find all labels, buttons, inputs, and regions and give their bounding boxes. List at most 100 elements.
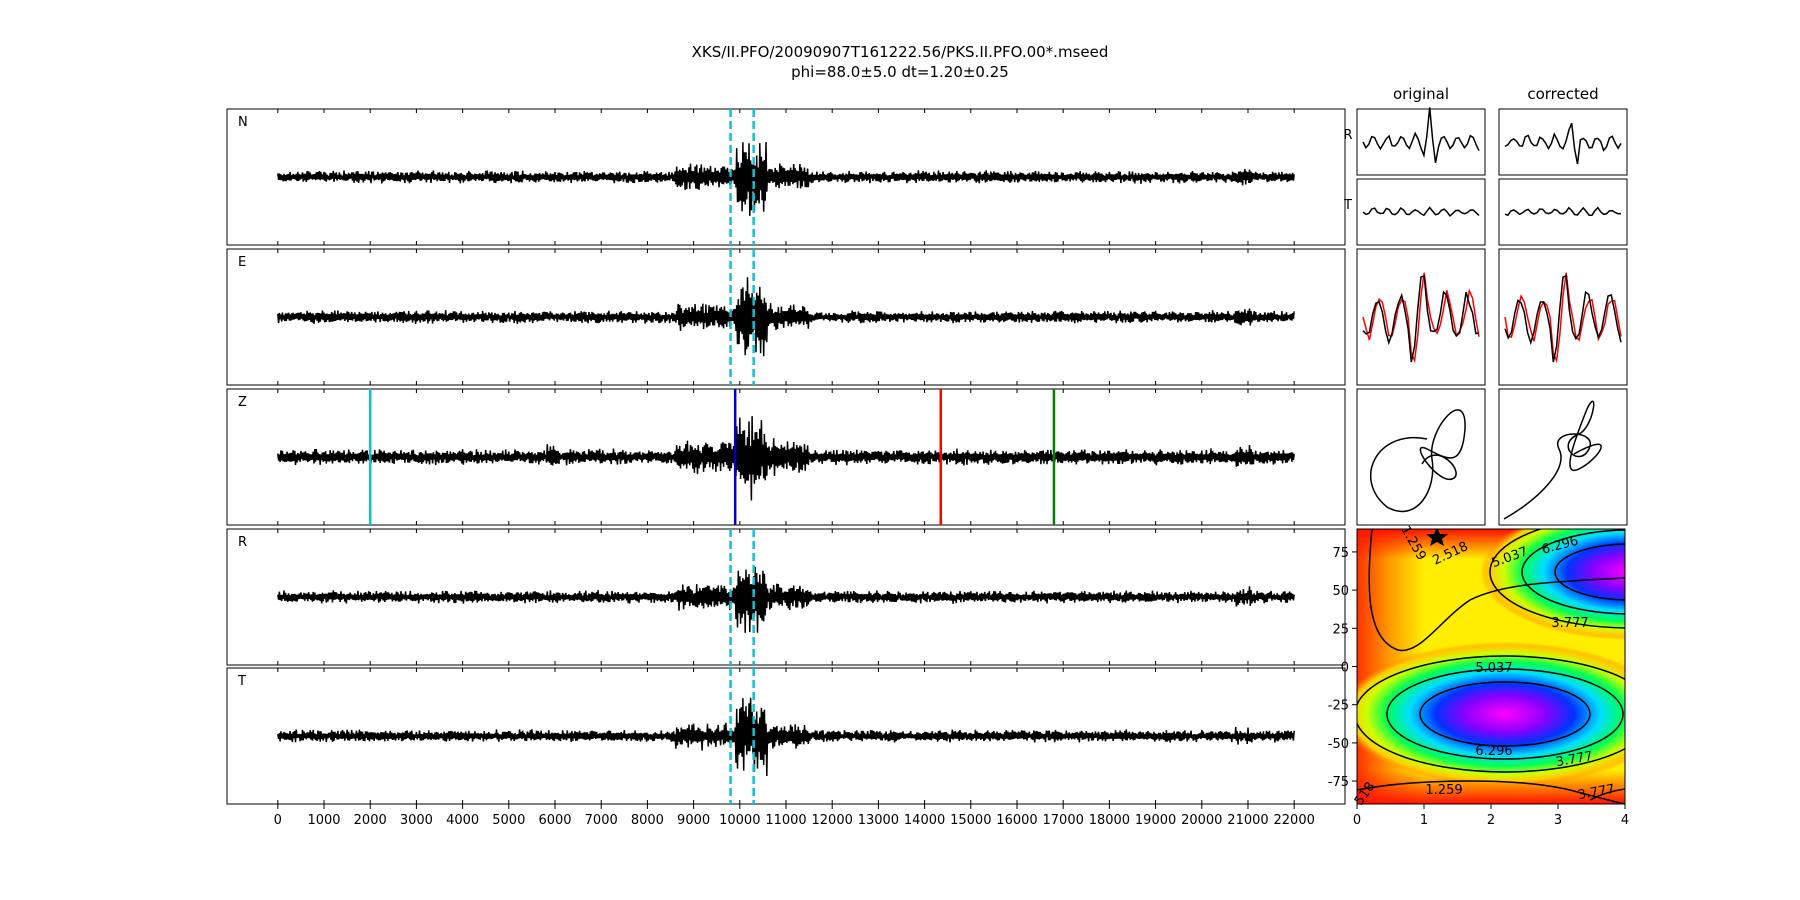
channel-label: T	[237, 674, 246, 689]
x-tick-label: 17000	[1043, 813, 1084, 828]
error-surface	[1357, 529, 1625, 804]
contour-line	[1589, 788, 1625, 801]
contour-line	[1357, 780, 1625, 804]
x-tick-label: 19000	[1135, 813, 1176, 828]
corrected-panel-3	[1498, 388, 1628, 526]
x-tick-label: 0	[274, 813, 282, 828]
component-trace	[1504, 122, 1622, 165]
original-panel-3	[1356, 388, 1486, 526]
x-tick-label: 16000	[996, 813, 1037, 828]
y-tick-label: 50	[1332, 584, 1349, 599]
channel-label: N	[238, 115, 248, 130]
channel-label: R	[238, 535, 247, 550]
y-tick-label: 75	[1332, 546, 1349, 561]
x-tick-label: 6000	[538, 813, 571, 828]
error-surface-axes: 0 1 2 3 4 75 50 25 0 -25 -50 -75	[1328, 546, 1629, 828]
waveform-trace	[277, 277, 1295, 357]
x-tick-label: 15000	[950, 813, 991, 828]
y-tick-label: -50	[1328, 737, 1349, 752]
particle-motion	[1503, 400, 1602, 520]
x-tick-label: 3	[1554, 813, 1562, 828]
channel-label: E	[238, 255, 246, 270]
x-tick-label: 10000	[719, 813, 760, 828]
contour-label: 5.037	[1475, 661, 1512, 676]
panel-t: T	[226, 667, 1346, 805]
panel-z: Z	[226, 388, 1346, 526]
panel-n: N	[226, 108, 1346, 246]
column-title-corrected: corrected	[1527, 85, 1598, 103]
small-panel-frame	[1498, 248, 1628, 386]
row-label-t: T	[1343, 198, 1352, 213]
small-panels	[1356, 107, 1628, 526]
column-title-original: original	[1393, 85, 1449, 103]
waveform-trace	[277, 566, 1295, 633]
x-tick-label: 8000	[631, 813, 664, 828]
waveform-trace	[277, 141, 1295, 216]
x-tick-label: 4000	[446, 813, 479, 828]
figure-title-line1: XKS/II.PFO/20090907T161222.56/PKS.II.PFO…	[692, 43, 1109, 61]
component-trace	[1362, 206, 1480, 218]
x-tick-label: 5000	[492, 813, 525, 828]
small-panel-frame	[1356, 178, 1486, 246]
y-tick-label: -75	[1328, 775, 1349, 790]
corrected-panel-1	[1498, 178, 1628, 246]
contour-line	[1554, 543, 1625, 601]
x-tick-label: 4	[1621, 813, 1629, 828]
small-panel-frame	[1356, 108, 1486, 176]
contour-line	[1368, 529, 1625, 652]
x-tick-label: 11000	[765, 813, 806, 828]
row-label-r: R	[1343, 128, 1352, 143]
particle-motion	[1369, 409, 1466, 513]
x-tick-label: 1000	[307, 813, 340, 828]
panel-e: E	[226, 248, 1346, 386]
trace-panels: N E Z R T	[226, 108, 1346, 805]
component-trace	[1362, 107, 1480, 163]
small-panel-frame	[1356, 248, 1486, 386]
contour-label: 6.296	[1475, 744, 1512, 759]
contour-line	[1357, 655, 1625, 773]
small-panel-frame	[1498, 178, 1628, 246]
y-tick-label: 0	[1341, 661, 1349, 676]
x-tick-label: 12000	[812, 813, 853, 828]
x-tick-label: 7000	[585, 813, 618, 828]
corrected-panel-0	[1498, 108, 1628, 176]
contour-line	[1386, 668, 1624, 760]
x-axis-ticks: 0 1000 2000 3000 4000 5000 6000 7000 8000 9000 100…	[274, 804, 1315, 828]
contour-line	[1419, 681, 1591, 747]
y-tick-label: -25	[1328, 699, 1349, 714]
waveform-overlay	[1362, 274, 1480, 363]
small-panel-frame	[1498, 108, 1628, 176]
waveform-overlay	[1504, 272, 1622, 364]
x-tick-label: 3000	[400, 813, 433, 828]
x-tick-label: 21000	[1227, 813, 1268, 828]
figure-title-line2: phi=88.0±5.0 dt=1.20±0.25	[791, 63, 1009, 81]
contour-label: 1.259	[1425, 783, 1462, 798]
small-panel-frame	[1498, 388, 1628, 526]
x-tick-label: 9000	[677, 813, 710, 828]
original-panel-1	[1356, 178, 1486, 246]
original-panel-0	[1356, 107, 1486, 176]
contour-label: 3.777	[1555, 749, 1594, 770]
x-tick-label: 13000	[858, 813, 899, 828]
original-panel-2	[1356, 248, 1486, 386]
x-tick-label: 20000	[1181, 813, 1222, 828]
channel-label: Z	[238, 395, 247, 410]
error-surface-low-top	[1480, 529, 1625, 640]
error-surface-low-bottom	[1357, 642, 1625, 786]
x-tick-label: 2000	[354, 813, 387, 828]
x-tick-label: 2	[1487, 813, 1495, 828]
contour-line	[1521, 529, 1625, 615]
waveform-overlay	[1504, 274, 1622, 363]
contour-label: 3.777	[1577, 782, 1616, 803]
best-fit-star	[1426, 529, 1448, 546]
x-tick-label: 14000	[904, 813, 945, 828]
y-tick-label: 25	[1332, 622, 1349, 637]
x-tick-label: 1	[1420, 813, 1428, 828]
x-tick-label: 18000	[1089, 813, 1130, 828]
corrected-panel-2	[1498, 248, 1628, 386]
x-tick-label: 0	[1353, 813, 1361, 828]
waveform-trace	[277, 697, 1295, 777]
contour-line	[1489, 529, 1625, 629]
waveform-trace	[277, 416, 1295, 501]
